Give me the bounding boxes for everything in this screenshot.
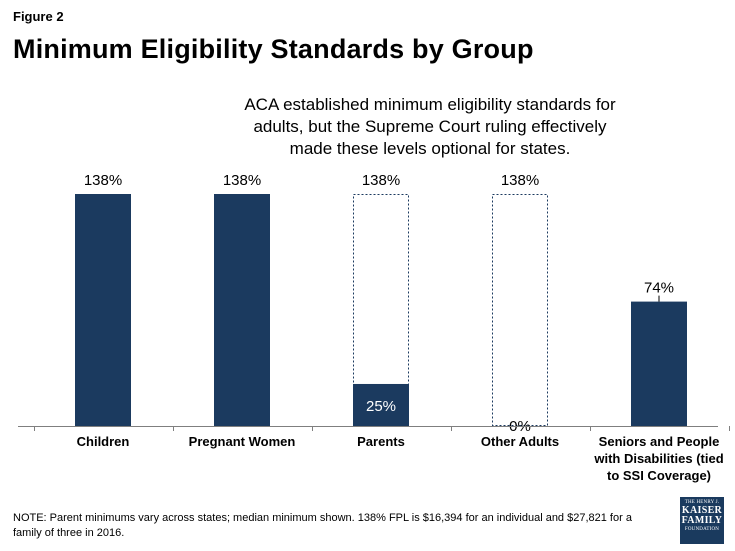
annotation-line-2: adults, but the Supreme Court ruling eff… [253,117,607,136]
category-label-4-1: with Disabilities (tied [593,451,723,466]
bar-1 [214,194,270,426]
annotation-line-1: ACA established minimum eligibility stan… [244,95,616,114]
outline-bar-3 [492,194,548,426]
logo-line-2: KAISER [681,505,723,516]
category-label-1-0: Pregnant Women [189,434,296,449]
bar-2 [353,383,409,426]
category-label-3-0: Other Adults [481,434,559,449]
bar-0 [75,194,131,426]
footnote: NOTE: Parent minimums vary across states… [13,511,653,541]
outline-value-label-3: 138% [501,172,539,189]
footnote-line-1: NOTE: Parent minimums vary across states… [13,512,632,524]
category-label-4-2: to SSI Coverage) [607,468,711,483]
kff-logo: THE HENRY J. KAISER FAMILY FOUNDATION [680,497,724,544]
value-label-0: 138% [84,172,122,189]
annotation-line-3: made these levels optional for states. [289,139,571,158]
value-label-4: 74% [644,280,674,297]
category-label-0-0: Children [77,434,130,449]
chart-annotation: ACA established minimum eligibility stan… [220,94,640,160]
figure-label: Figure 2 [13,9,64,24]
chart-title: Minimum Eligibility Standards by Group [13,34,534,64]
bar-4 [631,301,687,426]
logo-line-4: FOUNDATION [684,527,720,532]
logo-line-3: FAMILY [681,515,723,526]
category-label-2-0: Parents [357,434,405,449]
category-label-4-0: Seniors and People [599,434,720,449]
value-label-1: 138% [223,172,261,189]
footnote-line-2: family of three in 2016. [13,527,125,539]
logo-line-1: THE HENRY J. [684,500,720,505]
value-label-2: 25% [366,398,396,415]
outline-value-label-2: 138% [362,172,400,189]
